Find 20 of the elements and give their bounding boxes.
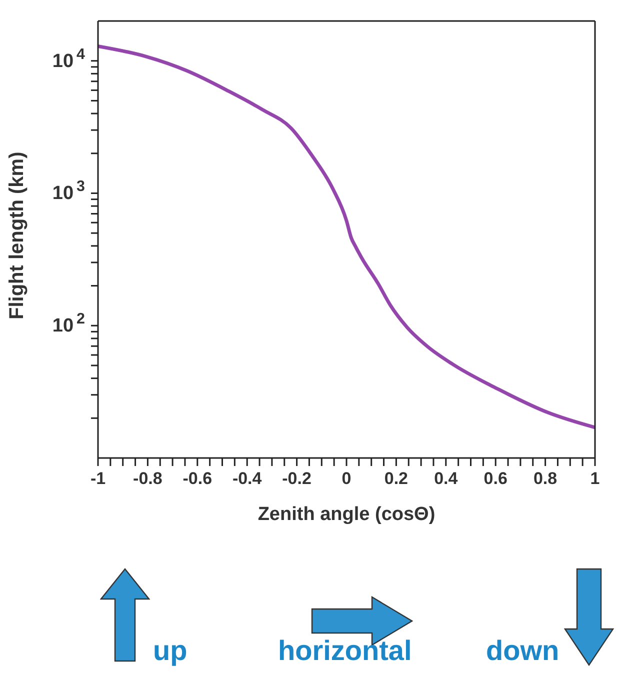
x-tick-label: -0.4 (232, 469, 262, 488)
x-tick-label: -0.2 (282, 469, 312, 488)
x-tick-label: 1 (590, 469, 600, 488)
x-tick-label: 0.2 (384, 469, 408, 488)
y-axis-title: Flight length (km) (6, 152, 28, 320)
x-tick-label: 0.8 (533, 469, 558, 488)
x-tick-label: 0 (342, 469, 352, 488)
x-tick-label: 0.6 (484, 469, 508, 488)
x-tick-label: -1 (90, 469, 106, 488)
y-tick-label: 10$^{2}$ (52, 310, 85, 337)
text: up (153, 635, 188, 666)
text: down (486, 635, 560, 666)
x-axis-title: Zenith angle (cosΘ) (258, 504, 436, 525)
line-series (98, 44, 595, 430)
x-tick-label: -0.6 (182, 469, 212, 488)
y-tick-label: 10$^{4}$ (52, 45, 86, 72)
text: horizontal (278, 635, 412, 666)
x-tick-label: 0.4 (434, 469, 458, 488)
y-tick-label: 10$^{3}$ (52, 178, 85, 204)
x-tick-label: -0.8 (133, 469, 162, 488)
